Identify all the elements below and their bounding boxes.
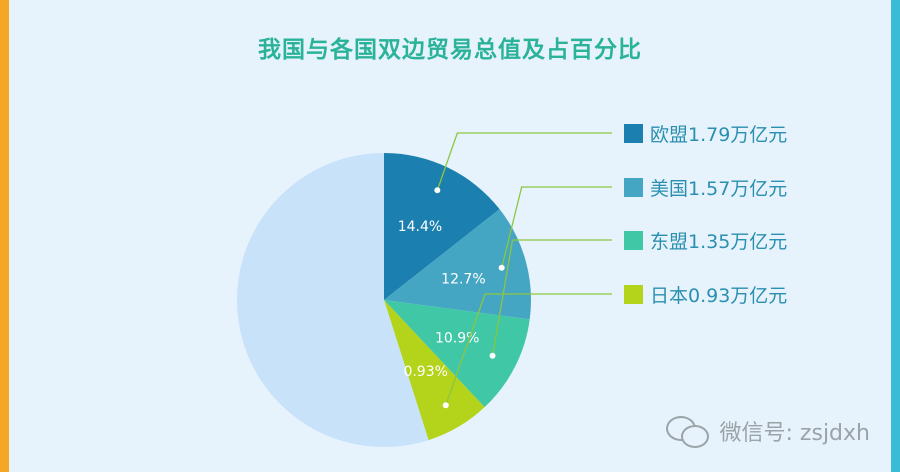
pie-slice-japan (384, 300, 485, 441)
legend-item-japan: 日本0.93万亿元 (624, 279, 787, 309)
legend-label-us: 美国1.57万亿元 (650, 177, 788, 200)
legend-swatch-asean (624, 230, 643, 250)
legend-label-eu: 欧盟1.79万亿元 (650, 123, 788, 146)
leader-line-asean (491, 239, 612, 356)
pie-slice-asean (384, 300, 530, 408)
leader-dot-japan (442, 402, 449, 409)
wechat-icon (665, 414, 712, 448)
pie-slice-us (384, 209, 531, 320)
chart-title: 我国与各国双边贸易总值及占百分比 (258, 37, 642, 63)
data-label-japan: 0.93% (403, 364, 447, 380)
data-label-asean: 10.9% (435, 331, 479, 347)
legend-item-asean: 东盟1.35万亿元 (624, 225, 787, 255)
watermark-text: 微信号: zsjdxh (719, 421, 870, 446)
legend-label-asean: 东盟1.35万亿元 (650, 230, 788, 253)
right-edge-bar (891, 0, 900, 472)
leader-line-us (501, 186, 612, 268)
legend-item-eu: 欧盟1.79万亿元 (624, 118, 787, 148)
legend-item-us: 美国1.57万亿元 (624, 172, 787, 202)
pie-slice-eu (384, 153, 500, 300)
data-label-eu: 14.4% (398, 219, 442, 235)
left-edge-bar (0, 0, 9, 472)
leader-dot-us (498, 264, 505, 271)
legend-label-japan: 日本0.93万亿元 (650, 284, 788, 307)
leader-dot-eu (434, 187, 441, 194)
leader-dot-asean (489, 352, 496, 359)
leader-line-eu (436, 132, 612, 191)
legend-swatch-japan (624, 284, 643, 304)
data-label-us: 12.7% (441, 271, 485, 287)
legend-swatch-eu (624, 123, 643, 143)
legend-swatch-us (624, 177, 643, 197)
pie-slice-other (236, 153, 429, 447)
watermark: 微信号: zsjdxh (665, 414, 870, 448)
leader-line-japan (445, 293, 612, 406)
